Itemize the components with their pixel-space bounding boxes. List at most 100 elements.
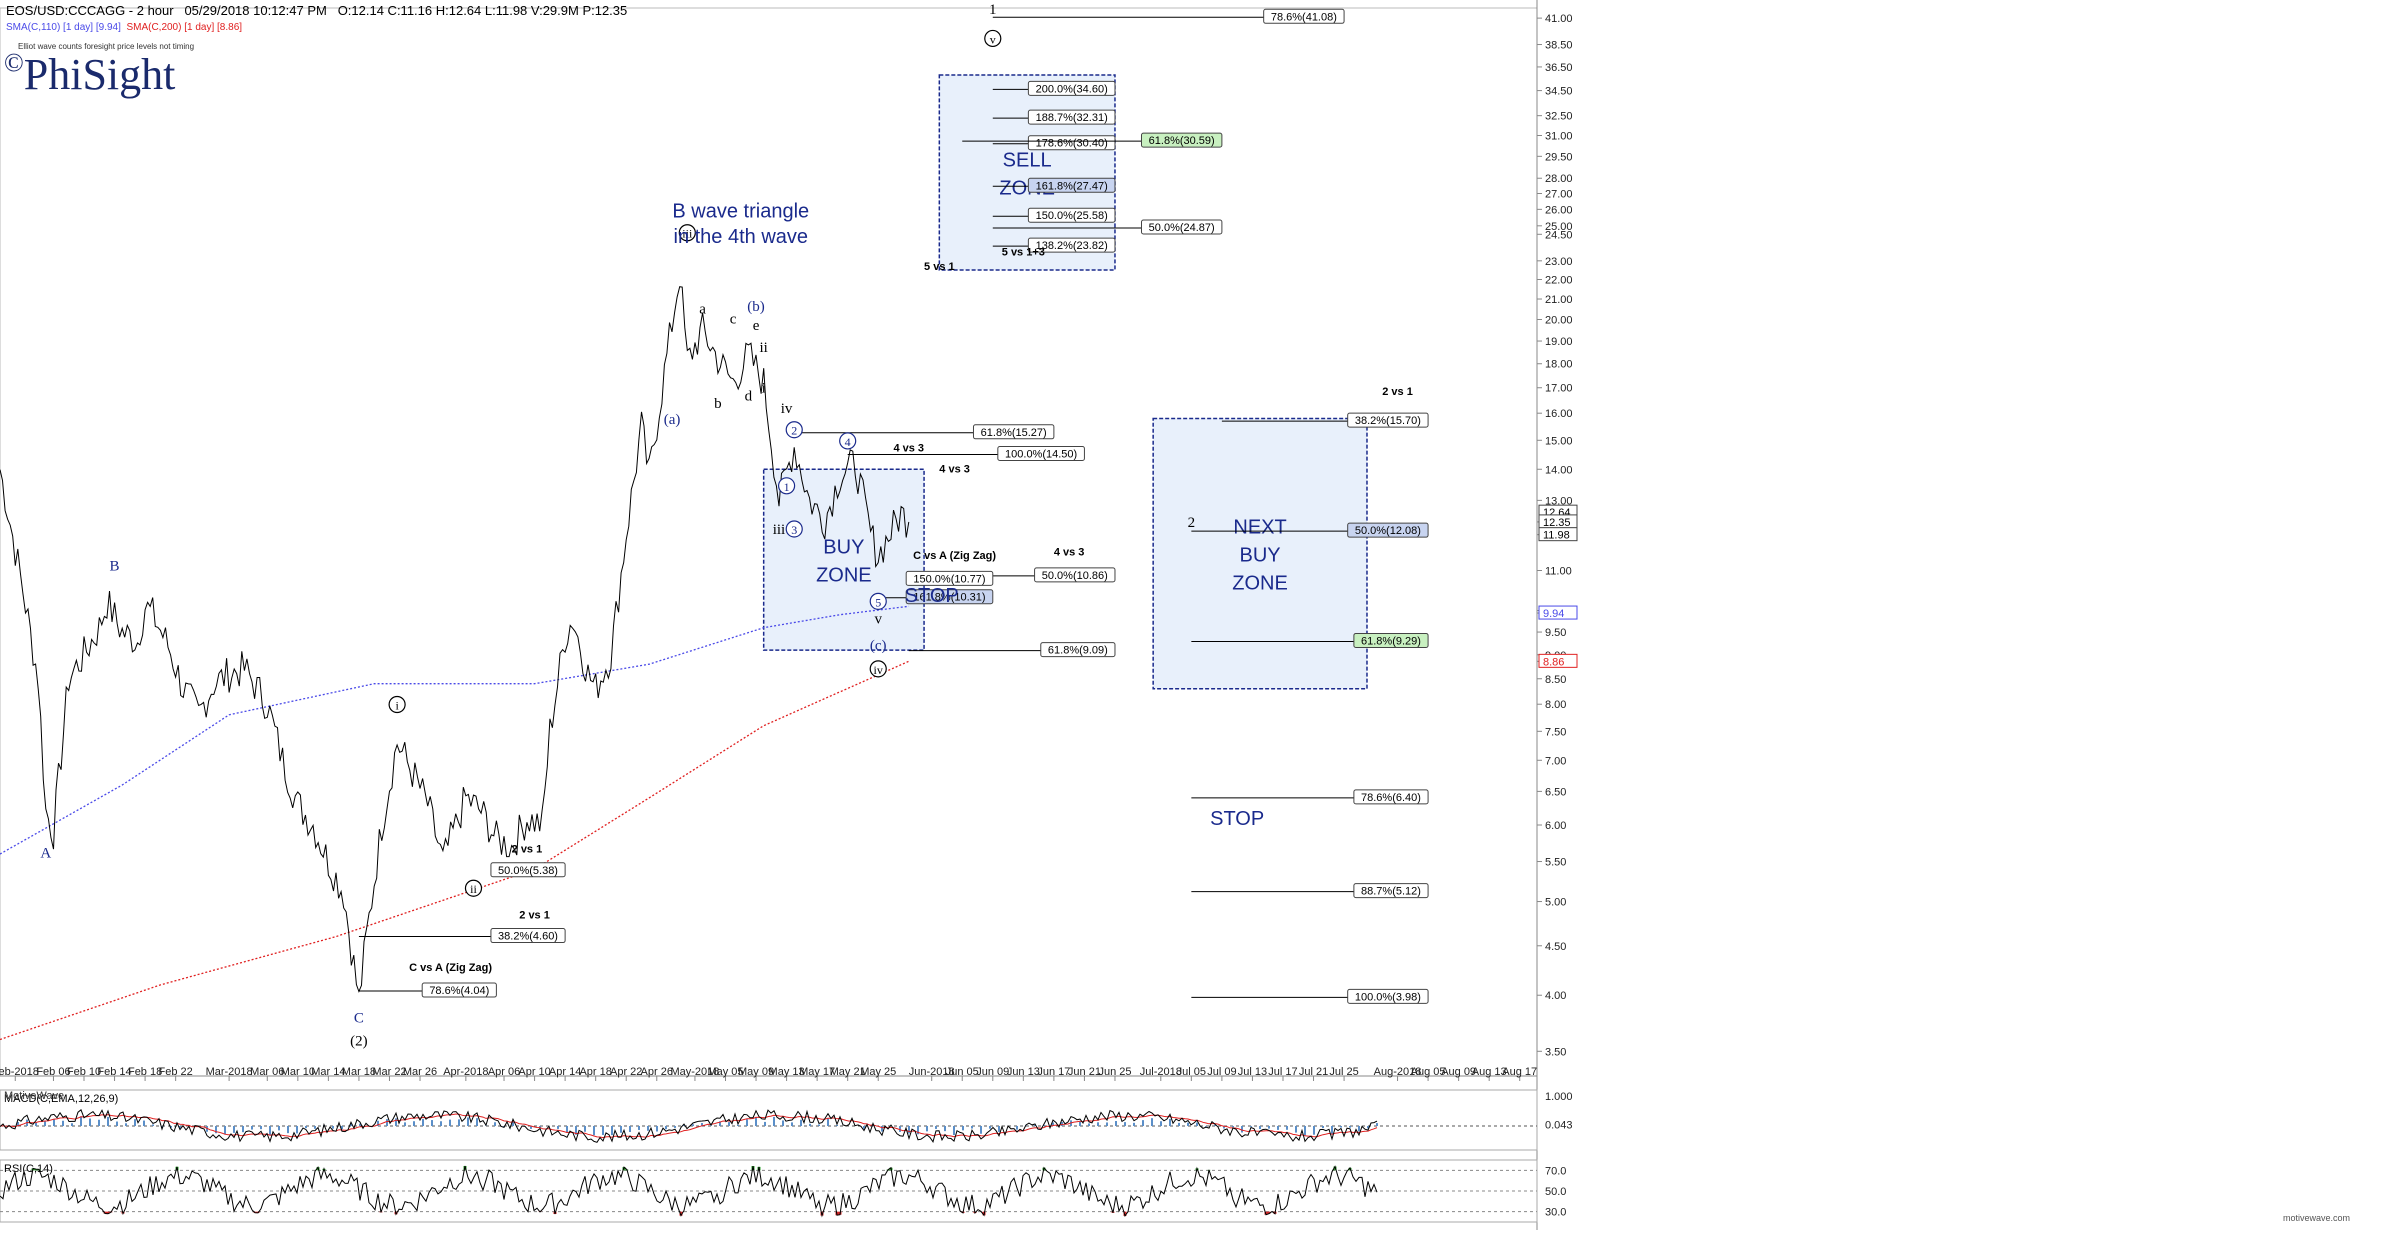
wave-label-circle (388, 695, 406, 714)
x-tick-label: Apr 06 (488, 1066, 520, 1078)
wave-label: 3 (791, 523, 797, 537)
y-tick-label: 22.00 (1545, 274, 1573, 286)
motivewave-brand: MotiveWave (4, 1090, 65, 1102)
wave-label: (2) (350, 1033, 368, 1049)
wave-label: iii (682, 227, 693, 241)
fib-level-box (1347, 988, 1429, 1004)
fib-level-box (1027, 207, 1116, 223)
wave-label: a (699, 301, 706, 317)
fib-level-label: 200.0%(34.60) (1036, 83, 1108, 95)
y-tick-label: 25.00 (1545, 221, 1573, 233)
wave-label: d (745, 388, 753, 404)
wave-label: v (990, 32, 996, 46)
x-tick-label: Mar 10 (281, 1066, 315, 1078)
wave-label: i (395, 698, 399, 712)
wave-label-circle (869, 592, 887, 610)
fib-level-label: 161.8%(27.47) (1036, 180, 1108, 192)
wave-label: (a) (664, 412, 681, 428)
fib-level-box (1347, 522, 1429, 538)
x-tick-label: Jun-2018 (909, 1066, 955, 1078)
annotation-text: STOP (1210, 808, 1264, 830)
fib-level-box (1040, 642, 1116, 658)
wave-label-circle (785, 520, 803, 538)
price-badge-box (1538, 653, 1578, 668)
sma110-label: SMA(C,110) [1 day] [9.94] (6, 22, 121, 33)
wave-label: C (354, 1010, 364, 1026)
fib-level-label: 78.6%(6.40) (1361, 792, 1421, 804)
x-tick-label: Feb-2018 (0, 1066, 39, 1078)
y-tick-label: 31.00 (1545, 131, 1573, 143)
y-tick-label: 17.00 (1545, 383, 1573, 395)
price-badge-label: 8.86 (1543, 656, 1564, 668)
y-tick-label: 27.00 (1545, 189, 1573, 201)
fib-level-label: 50.0%(5.38) (498, 865, 558, 877)
fib-level-label: 150.0%(25.58) (1036, 210, 1108, 222)
y-tick-label: 7.00 (1545, 755, 1566, 767)
fib-level-label: 50.0%(10.86) (1042, 570, 1108, 582)
fib-caption: 5 vs 1 (924, 261, 955, 273)
fib-level-label: 88.7%(5.12) (1361, 886, 1421, 898)
logo-text: PhiSight (23, 50, 176, 99)
header-datetime: 05/29/2018 10:12:47 PM (184, 3, 327, 18)
y-tick-label: 32.50 (1545, 111, 1573, 123)
y-tick-label: 21.00 (1545, 294, 1573, 306)
wave-label-circle (777, 477, 796, 495)
fib-caption: 2 vs 1 (512, 843, 543, 855)
x-tick-label: Jun 25 (1098, 1066, 1131, 1078)
fib-level-box (1027, 109, 1116, 125)
fib-level-box (905, 570, 994, 586)
wave-label: 1 (989, 2, 997, 18)
y-tick-label: 5.00 (1545, 897, 1566, 909)
zone-box (1152, 417, 1368, 690)
x-tick-label: Mar-2018 (206, 1066, 253, 1078)
y-tick-label: 41.00 (1545, 13, 1573, 25)
wave-label: iv (874, 663, 883, 677)
x-tick-label: May 05 (707, 1066, 743, 1078)
wave-label: A (40, 846, 51, 862)
x-tick-label: Jul-2018 (1140, 1066, 1182, 1078)
fib-level-box (490, 862, 566, 878)
x-tick-label: Feb 22 (159, 1066, 193, 1078)
fib-level-box (1140, 219, 1223, 235)
x-tick-label: Apr 18 (579, 1066, 611, 1078)
y-tick-label: 38.50 (1545, 40, 1573, 52)
y-tick-label: 19.00 (1545, 336, 1573, 348)
fib-level-box (905, 589, 994, 605)
fib-caption: 2 vs 1 (1382, 386, 1413, 398)
x-tick-label: May 17 (799, 1066, 835, 1078)
zone-box (762, 468, 925, 651)
macd-tick-label: 1.000 (1545, 1091, 1573, 1103)
header-ohlc: O:12.14 C:11.16 H:12.64 L:11.98 V:29.9M … (337, 3, 628, 18)
x-tick-label: Mar 26 (403, 1066, 437, 1078)
fib-level-label: 38.2%(4.60) (498, 931, 558, 943)
x-tick-label: Jul 13 (1238, 1066, 1267, 1078)
fib-level-box (1353, 789, 1429, 805)
fib-level-label: 50.0%(12.08) (1355, 525, 1421, 537)
rsi-line (0, 1165, 1378, 1218)
price-badge-box (1538, 605, 1578, 620)
y-tick-label: 13.00 (1545, 495, 1573, 507)
sma-legend: SMA(C,110) [1 day] [9.94] SMA(C,200) [1 … (6, 22, 242, 33)
fib-level-label: 61.8%(9.09) (1048, 645, 1108, 657)
fib-caption: 2 vs 1 (519, 910, 550, 922)
y-tick-label: 26.00 (1545, 204, 1573, 216)
x-tick-label: Mar 14 (311, 1066, 345, 1078)
y-tick-label: 11.00 (1545, 566, 1572, 578)
x-tick-label: Aug-2018 (1374, 1066, 1422, 1078)
fib-level-label: 61.8%(15.27) (981, 427, 1047, 439)
y-tick-label: 4.50 (1545, 941, 1566, 953)
fib-level-label: 78.6%(41.08) (1271, 11, 1337, 23)
x-tick-label: May 21 (830, 1066, 866, 1078)
fib-level-label: 38.2%(15.70) (1355, 415, 1421, 427)
rsi-tick-label: 50.0 (1545, 1186, 1566, 1198)
zone-box (938, 74, 1116, 271)
x-tick-label: Apr-2018 (443, 1066, 488, 1078)
zone-label: BUY (1240, 545, 1281, 567)
y-tick-label: 7.50 (1545, 726, 1566, 738)
y-tick-label: 6.50 (1545, 786, 1566, 798)
fib-level-label: 161.8%(10.31) (913, 592, 985, 604)
fib-level-label: 150.0%(10.77) (913, 573, 985, 585)
wave-label: iv (781, 401, 793, 417)
x-tick-label: Aug 09 (1441, 1066, 1476, 1078)
